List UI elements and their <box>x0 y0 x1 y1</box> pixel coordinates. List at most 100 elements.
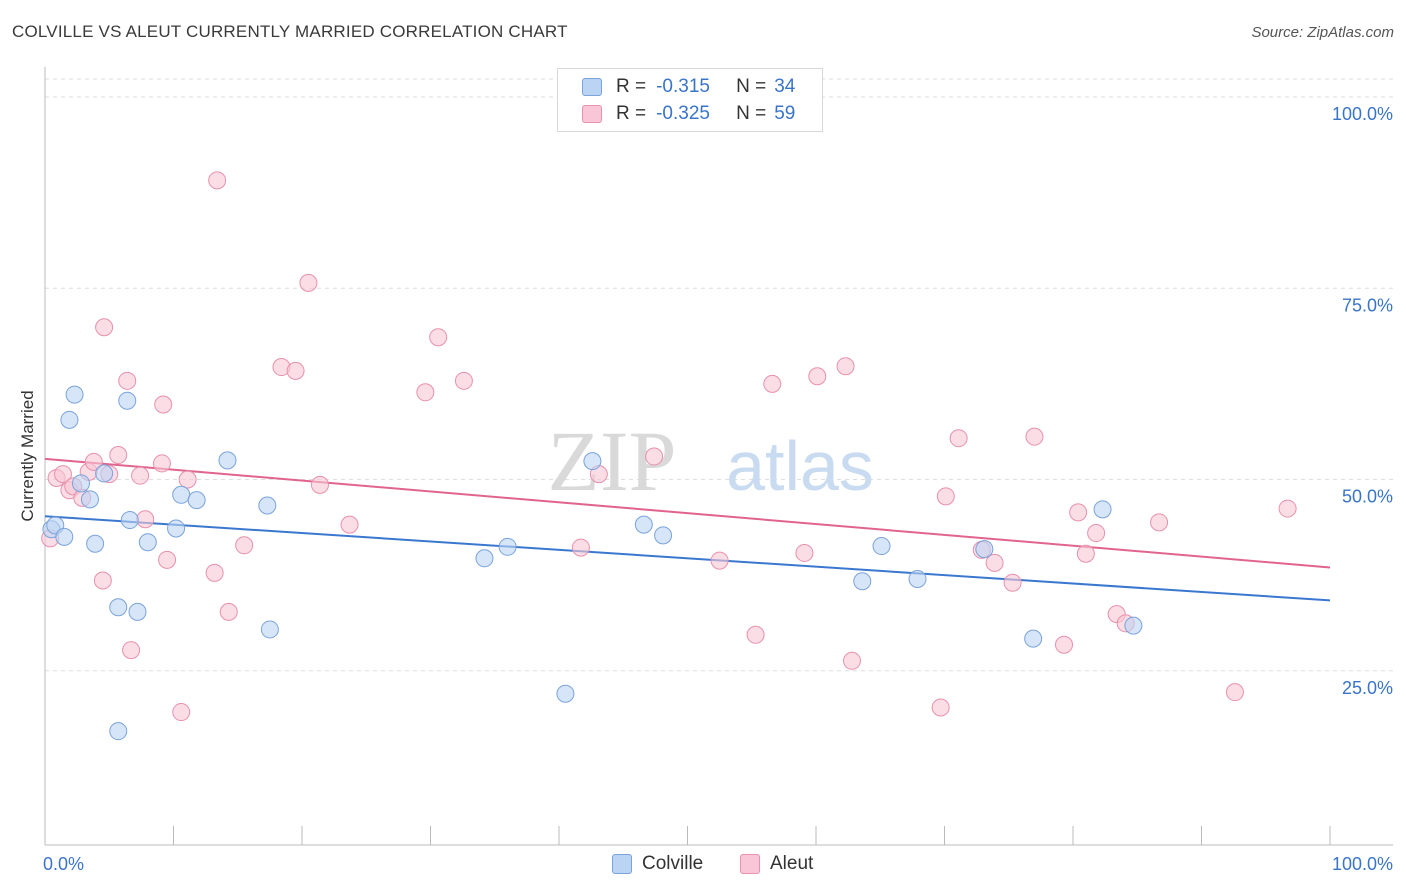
x-tick-label-min: 0.0% <box>43 854 84 874</box>
aleut-point <box>710 551 729 570</box>
colville-r-value: -0.315 <box>656 76 710 97</box>
colville-point <box>498 537 517 556</box>
aleut-point <box>836 357 855 376</box>
colville-point <box>128 602 147 621</box>
colville-point <box>1024 629 1043 648</box>
colville-point <box>187 491 206 510</box>
aleut-point <box>1225 683 1244 702</box>
stats-legend: R = -0.315 N = 34 R = -0.325 N = 59 <box>557 68 823 132</box>
aleut-point <box>158 550 177 569</box>
legend-row-colville: R = -0.315 N = 34 <box>582 75 795 99</box>
aleut-point <box>1278 499 1297 518</box>
aleut-point <box>84 452 103 471</box>
aleut-point <box>949 429 968 448</box>
aleut-legend-swatch <box>740 854 760 874</box>
colville-point <box>258 496 277 515</box>
aleut-point <box>152 454 171 473</box>
aleut-point <box>93 571 112 590</box>
aleut-point <box>178 470 197 489</box>
y-tick-label: 50.0% <box>1342 487 1393 507</box>
bottom-legend-aleut: Aleut <box>740 852 813 876</box>
legend-r-label: R = <box>616 76 647 97</box>
aleut-legend-label: Aleut <box>770 853 814 874</box>
legend-r-label: R = <box>616 103 647 124</box>
aleut-point <box>53 465 72 484</box>
colville-legend-swatch <box>612 854 632 874</box>
colville-point <box>86 534 105 553</box>
data-points <box>41 171 1297 741</box>
watermark: ZIP atlas <box>548 413 874 509</box>
colville-point <box>95 464 114 483</box>
aleut-point <box>1150 513 1169 532</box>
colville-point <box>1124 616 1143 635</box>
aleut-n-value: 59 <box>774 103 796 124</box>
aleut-point <box>1069 503 1088 522</box>
aleut-point <box>208 171 227 190</box>
gridlines <box>45 78 1393 672</box>
colville-point <box>556 684 575 703</box>
bottom-legend-colville: Colville <box>612 852 703 876</box>
aleut-point <box>571 538 590 557</box>
aleut-point <box>299 273 318 292</box>
colville-point <box>172 485 191 504</box>
y-tick-label: 75.0% <box>1342 295 1393 315</box>
colville-point <box>109 598 128 617</box>
x-tick-label-max: 100.0% <box>1332 854 1393 874</box>
aleut-point <box>310 475 329 494</box>
aleut-swatch <box>582 105 602 123</box>
colville-point <box>218 451 237 470</box>
colville-trend-line <box>44 515 1331 602</box>
colville-n-value: 34 <box>774 76 796 97</box>
colville-point <box>138 533 157 552</box>
aleut-point <box>136 510 155 529</box>
aleut-point <box>340 515 359 534</box>
colville-point <box>80 490 99 509</box>
aleut-point <box>109 446 128 465</box>
colville-point <box>167 519 186 538</box>
aleut-point <box>205 563 224 582</box>
aleut-point <box>1087 524 1106 543</box>
aleut-point <box>842 651 861 670</box>
colville-legend-label: Colville <box>642 853 704 874</box>
aleut-point <box>429 328 448 347</box>
aleut-point <box>1076 544 1095 563</box>
source-label: Source: ZipAtlas.com <box>1251 24 1394 41</box>
aleut-point <box>985 553 1004 572</box>
aleut-trend-line <box>44 457 1331 569</box>
aleut-point <box>645 447 664 466</box>
aleut-point <box>219 602 238 621</box>
colville-point <box>872 537 891 556</box>
colville-point <box>654 526 673 545</box>
aleut-point <box>808 367 827 386</box>
colville-point <box>55 527 74 546</box>
chart-title: COLVILLE VS ALEUT CURRENTLY MARRIED CORR… <box>12 22 568 41</box>
legend-n-label: N = <box>736 103 767 124</box>
legend-n-label: N = <box>736 76 767 97</box>
aleut-point <box>235 536 254 555</box>
aleut-point <box>416 383 435 402</box>
aleut-point <box>931 698 950 717</box>
colville-point <box>975 540 994 559</box>
aleut-point <box>1055 635 1074 654</box>
colville-point <box>65 385 84 404</box>
trend-lines <box>44 457 1331 602</box>
watermark-atlas: atlas <box>726 427 874 505</box>
aleut-point <box>172 703 191 722</box>
aleut-point <box>118 371 137 390</box>
colville-point <box>120 511 139 530</box>
legend-row-aleut: R = -0.325 N = 59 <box>582 102 795 126</box>
axes <box>44 67 1393 846</box>
colville-point <box>908 569 927 588</box>
colville-point <box>71 474 90 493</box>
aleut-point <box>131 466 150 485</box>
aleut-point <box>95 318 114 337</box>
tick-labels: 25.0% 50.0% 75.0% 100.0% 0.0% 100.0% <box>43 104 1393 874</box>
aleut-point <box>763 374 782 393</box>
colville-point <box>853 572 872 591</box>
colville-point <box>1093 500 1112 519</box>
aleut-point <box>795 543 814 562</box>
aleut-point <box>286 361 305 380</box>
aleut-r-value: -0.325 <box>656 103 710 124</box>
aleut-point <box>1003 573 1022 592</box>
